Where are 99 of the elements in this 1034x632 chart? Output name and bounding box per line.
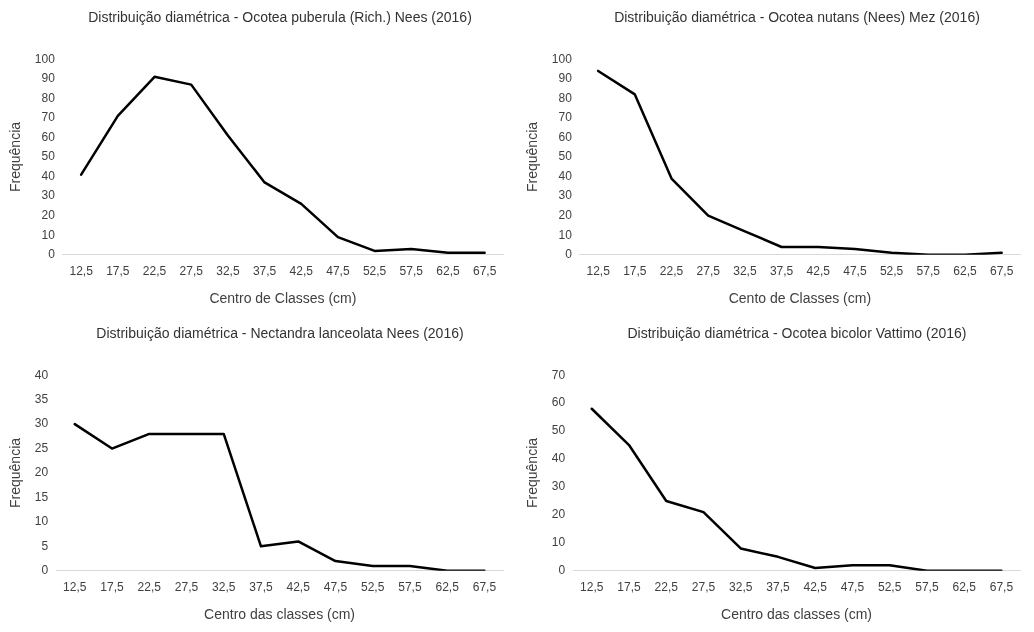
x-tick-label: 47,5: [840, 580, 865, 595]
x-tick-label: 12,5: [63, 580, 87, 595]
x-axis-title: Centro das classes (cm): [721, 606, 873, 623]
x-tick-label: 47,5: [843, 264, 867, 279]
y-tick-label: 30: [41, 188, 56, 203]
x-tick-label: 17,5: [617, 580, 642, 595]
x-tick-label: 22,5: [654, 580, 679, 595]
y-tick-label: 0: [41, 563, 49, 578]
y-tick-label: 25: [34, 440, 49, 455]
x-tick-label: 52,5: [877, 580, 902, 595]
y-tick-label: 20: [34, 465, 49, 480]
x-tick-label: 17,5: [100, 580, 125, 595]
y-tick-label: 10: [551, 535, 566, 550]
chart-title: Distribuição diamétrica - Nectandra lanceolata Nees (2016): [95, 324, 465, 342]
x-tick-label: 62,5: [435, 580, 460, 595]
x-tick-label: 27,5: [179, 264, 204, 279]
y-tick-label: 70: [551, 367, 566, 382]
y-axis-title: Frequência: [524, 437, 541, 509]
y-tick-label: 30: [551, 479, 566, 494]
y-tick-label: 10: [558, 227, 573, 242]
y-tick-label: 35: [34, 391, 49, 406]
x-tick-label: 42,5: [803, 580, 828, 595]
x-tick-label: 32,5: [729, 580, 753, 595]
y-tick-label: 80: [558, 90, 573, 105]
y-tick-label: 0: [565, 247, 573, 262]
x-tick-label: 57,5: [915, 580, 939, 595]
x-tick-label: 17,5: [106, 264, 130, 279]
x-tick-label: 37,5: [769, 264, 794, 279]
y-tick-label: 40: [41, 168, 56, 183]
x-tick-label: 52,5: [362, 264, 387, 279]
y-tick-label: 20: [558, 207, 573, 222]
x-tick-label: 62,5: [436, 264, 460, 279]
x-tick-label: 62,5: [952, 580, 977, 595]
y-tick-label: 70: [558, 110, 573, 125]
x-tick-label: 57,5: [399, 264, 424, 279]
x-tick-label: 42,5: [806, 264, 831, 279]
y-tick-label: 100: [34, 51, 56, 66]
x-tick-label: 42,5: [286, 580, 311, 595]
y-tick-label: 50: [41, 149, 56, 164]
chart-title: Distribuição diamétrica - Ocotea puberula (Rich.) Nees (2016): [87, 8, 473, 26]
x-axis-title: Centro de Classes (cm): [209, 290, 357, 307]
y-tick-label: 10: [34, 514, 49, 529]
chart-title: Distribuição diamétrica - Ocotea nutans (Nees) Mez (2016): [613, 8, 981, 26]
x-tick-label: 12,5: [69, 264, 94, 279]
y-tick-label: 20: [41, 207, 56, 222]
x-tick-label: 22,5: [137, 580, 162, 595]
y-tick-label: 50: [558, 149, 573, 164]
x-tick-label: 67,5: [989, 264, 1014, 279]
y-tick-label: 10: [41, 227, 56, 242]
x-tick-label: 37,5: [249, 580, 273, 595]
x-tick-label: 67,5: [472, 580, 497, 595]
y-tick-label: 5: [41, 538, 49, 553]
x-tick-label: 27,5: [174, 580, 199, 595]
y-tick-label: 30: [34, 416, 49, 431]
y-tick-label: 20: [551, 507, 566, 522]
y-tick-label: 40: [551, 451, 566, 466]
y-tick-label: 80: [41, 90, 56, 105]
x-tick-label: 57,5: [398, 580, 422, 595]
x-tick-label: 22,5: [659, 264, 684, 279]
y-axis-title: Frequência: [7, 121, 24, 193]
y-tick-label: 0: [48, 247, 56, 262]
x-tick-label: 32,5: [212, 580, 236, 595]
y-tick-label: 60: [551, 395, 566, 410]
y-tick-label: 90: [558, 71, 573, 86]
x-tick-label: 47,5: [326, 264, 350, 279]
y-tick-label: 90: [41, 71, 56, 86]
chart-title: Distribuição diamétrica - Ocotea bicolor Vattimo (2016): [626, 324, 968, 342]
x-tick-label: 42,5: [289, 264, 314, 279]
y-tick-label: 100: [551, 51, 573, 66]
x-tick-label: 12,5: [580, 580, 604, 595]
y-tick-label: 60: [41, 129, 56, 144]
x-tick-label: 17,5: [623, 264, 647, 279]
x-tick-label: 67,5: [989, 580, 1014, 595]
y-tick-label: 70: [41, 110, 56, 125]
y-tick-label: 15: [34, 489, 49, 504]
x-tick-label: 67,5: [472, 264, 497, 279]
y-axis-title: Frequência: [524, 121, 541, 193]
y-tick-label: 60: [558, 129, 573, 144]
y-tick-label: 30: [558, 188, 573, 203]
x-tick-label: 37,5: [252, 264, 277, 279]
x-tick-label: 37,5: [766, 580, 790, 595]
x-axis-title: Cento de Classes (cm): [728, 290, 872, 307]
x-tick-label: 52,5: [360, 580, 385, 595]
y-tick-label: 40: [34, 367, 49, 382]
x-tick-label: 62,5: [953, 264, 977, 279]
x-tick-label: 52,5: [879, 264, 904, 279]
y-tick-label: 50: [551, 423, 566, 438]
x-tick-label: 27,5: [696, 264, 721, 279]
x-tick-label: 22,5: [142, 264, 167, 279]
x-axis-title: Centro das classes (cm): [204, 606, 356, 623]
x-tick-label: 27,5: [691, 580, 716, 595]
x-tick-label: 32,5: [216, 264, 240, 279]
x-tick-label: 57,5: [916, 264, 941, 279]
y-tick-label: 40: [558, 168, 573, 183]
y-tick-label: 0: [558, 563, 566, 578]
x-tick-label: 32,5: [733, 264, 757, 279]
y-axis-title: Frequência: [7, 437, 24, 509]
x-tick-label: 47,5: [323, 580, 348, 595]
x-tick-label: 12,5: [586, 264, 611, 279]
